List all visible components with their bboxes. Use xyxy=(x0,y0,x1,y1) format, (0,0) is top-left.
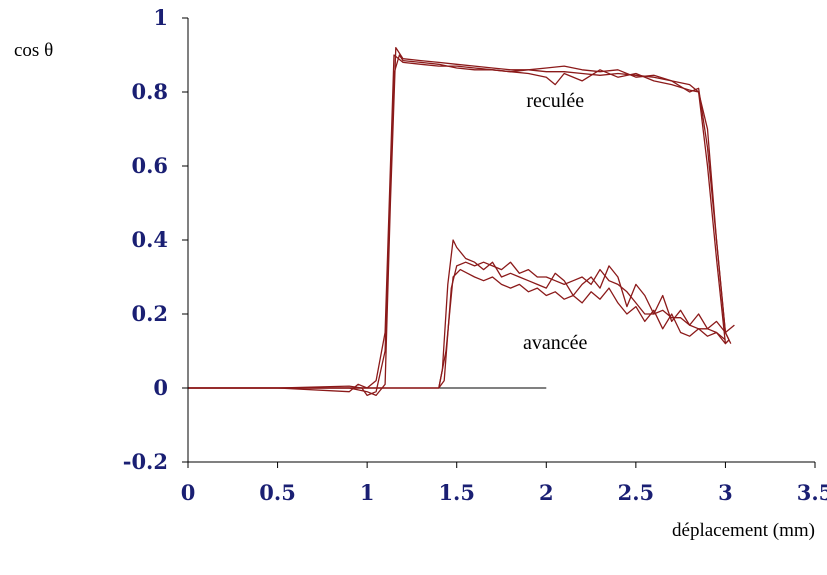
x-tick-label: 0 xyxy=(181,480,196,505)
y-tick-label: 0.4 xyxy=(131,227,168,252)
series-line xyxy=(188,54,730,393)
series-line xyxy=(188,239,735,389)
marks-layer xyxy=(188,46,735,397)
y-tick-label: 1 xyxy=(153,5,168,30)
annotation-label: avancée xyxy=(523,332,588,354)
y-axis-title: cos θ xyxy=(14,40,53,61)
y-tick-label: 0.2 xyxy=(131,301,168,326)
x-tick-label: 1.5 xyxy=(438,480,475,505)
x-tick-label: 2 xyxy=(539,480,554,505)
series-line xyxy=(188,54,732,397)
x-tick-label: 0.5 xyxy=(259,480,296,505)
series-line xyxy=(188,46,730,397)
axes-layer: -0.2 0 0.2 0.4 0.6 0.8 1 0 0.5 1 1.5 2 2.5 3 3.5 reculé… xyxy=(123,5,827,505)
x-tick-label: 3 xyxy=(718,480,733,505)
x-tick-label: 1 xyxy=(360,480,375,505)
y-tick-label: 0.6 xyxy=(131,153,168,178)
y-tick-label: 0.8 xyxy=(131,79,168,104)
x-tick-label: 3.5 xyxy=(797,480,827,505)
series-line xyxy=(188,261,726,389)
series-line xyxy=(188,268,730,389)
annotation-label: reculée xyxy=(526,90,584,112)
y-tick-label: 0 xyxy=(153,375,168,400)
x-axis-title: déplacement (mm) xyxy=(672,520,815,541)
y-tick-label: -0.2 xyxy=(123,449,168,474)
x-tick-label: 2.5 xyxy=(618,480,655,505)
